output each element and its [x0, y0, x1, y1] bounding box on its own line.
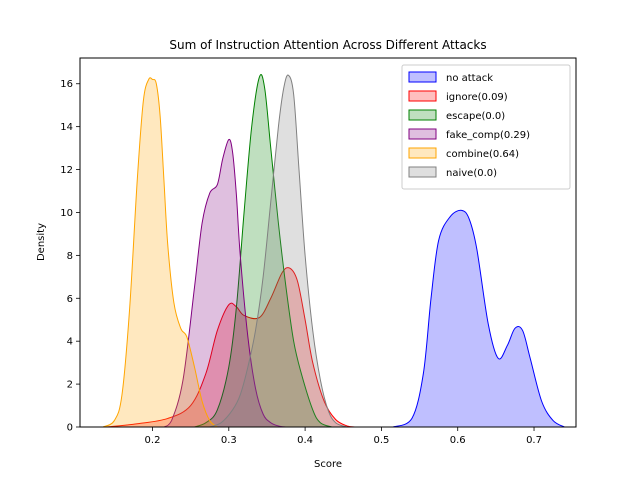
line-combine — [102, 77, 218, 428]
x-axis: 0.2 0.3 0.4 0.5 0.6 0.7 — [145, 427, 542, 446]
y-tick-label: 12 — [60, 165, 73, 176]
legend-label-combine: combine(0.64) — [446, 149, 519, 160]
y-tick-label: 4 — [67, 337, 73, 348]
y-axis-label: Density — [36, 223, 47, 261]
y-tick-label: 8 — [67, 251, 73, 262]
x-tick-label: 0.5 — [373, 435, 389, 446]
x-tick-label: 0.4 — [297, 435, 313, 446]
legend-box — [401, 64, 571, 190]
line-ignore — [106, 267, 355, 428]
area-fake-comp — [163, 139, 287, 427]
line-naive — [209, 74, 348, 428]
x-tick-label: 0.7 — [526, 435, 542, 446]
plot-areas — [102, 74, 565, 428]
chart-title: Sum of Instruction Attention Across Diff… — [169, 38, 486, 52]
legend-swatch-ignore — [408, 90, 437, 102]
legend: no attack ignore(0.09) escape(0.0) fake_com… — [401, 64, 571, 190]
area-ignore — [106, 267, 355, 427]
y-tick-label: 14 — [60, 122, 73, 133]
area-combine — [102, 77, 218, 427]
legend-swatch-escape — [408, 109, 437, 121]
plot-frame — [79, 57, 577, 428]
area-no-attack — [392, 210, 565, 427]
x-axis-label: Score — [314, 459, 342, 470]
legend-label-escape: escape(0.0) — [446, 111, 505, 122]
y-tick-label: 10 — [60, 208, 73, 219]
legend-swatch-no-attack — [408, 71, 437, 83]
area-naive — [209, 75, 348, 428]
line-escape — [194, 74, 332, 428]
line-fake-comp — [163, 138, 287, 428]
legend-swatch-naive — [408, 166, 437, 178]
y-tick-label: 2 — [67, 380, 73, 391]
y-tick-label: 6 — [67, 294, 73, 305]
legend-swatch-combine — [408, 147, 437, 159]
legend-swatch-fake-comp — [408, 128, 437, 140]
line-no-attack — [392, 209, 565, 428]
legend-label-no-attack: no attack — [446, 73, 493, 84]
y-axis: 0 2 4 6 8 10 12 14 16 — [60, 79, 80, 434]
legend-label-naive: naive(0.0) — [446, 168, 497, 179]
y-tick-label: 16 — [60, 79, 73, 90]
x-tick-label: 0.3 — [221, 435, 237, 446]
area-escape — [194, 74, 332, 427]
legend-label-fake-comp: fake_comp(0.29) — [446, 130, 530, 141]
x-tick-label: 0.2 — [145, 435, 161, 446]
x-tick-label: 0.6 — [450, 435, 466, 446]
y-tick-label: 0 — [67, 423, 73, 434]
legend-label-ignore: ignore(0.09) — [446, 92, 508, 103]
